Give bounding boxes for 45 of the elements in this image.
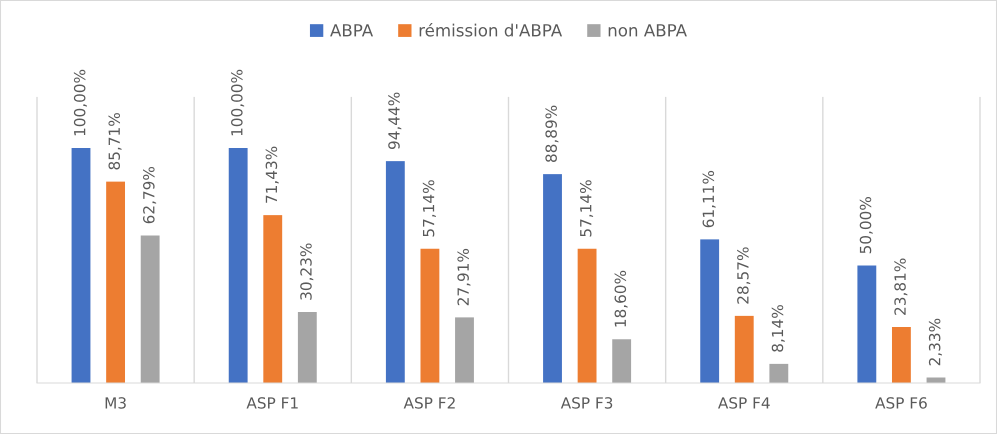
bar [106,182,126,383]
x-tick-label: M3 [106,397,126,409]
bar [263,215,282,383]
x-tick-label: ASP F2 [404,397,455,409]
data-label: 88,89% [545,106,558,162]
bar [926,378,946,383]
bar [892,327,911,383]
data-label: 30,23% [300,243,314,300]
data-label: 61,11% [702,170,716,228]
bar [420,248,440,383]
bar [769,364,788,383]
bar [298,312,317,383]
data-label: 57,14% [422,180,436,236]
data-label: 18,60% [614,270,628,327]
x-tick-label: ASP F6 [875,397,927,409]
bar [140,235,160,383]
legend-label: ABPA [330,24,374,36]
bar [386,161,405,383]
bar [857,266,876,383]
data-label: 28,57% [737,247,750,304]
data-label: 100,00% [74,70,87,136]
data-label: 94,44% [388,92,402,150]
legend-label: non ABPA [608,24,687,37]
data-label: 71,43% [266,146,279,203]
bar [228,148,248,383]
data-label: 27,91% [457,248,470,306]
data-label: 57,14% [580,180,594,236]
bar [578,248,597,383]
bar [72,148,90,383]
data-label: 62,79% [143,166,156,224]
bar [734,316,754,383]
legend-label: rémission d'ABPA [420,23,562,37]
bar [612,339,632,383]
x-tick-label: ASP F1 [246,397,298,409]
x-tick-label: ASP F3 [560,397,612,409]
bar [455,317,474,383]
bar [543,174,562,383]
x-tick-label: ASP F4 [718,397,770,409]
data-label: 100,00% [231,70,244,136]
data-label: 50,00% [860,197,873,254]
data-label: 85,71% [108,113,122,170]
bar [700,239,720,383]
data-label: 2,33% [928,318,942,366]
data-label: 23,81% [894,258,908,315]
data-label: 8,14% [772,305,785,352]
